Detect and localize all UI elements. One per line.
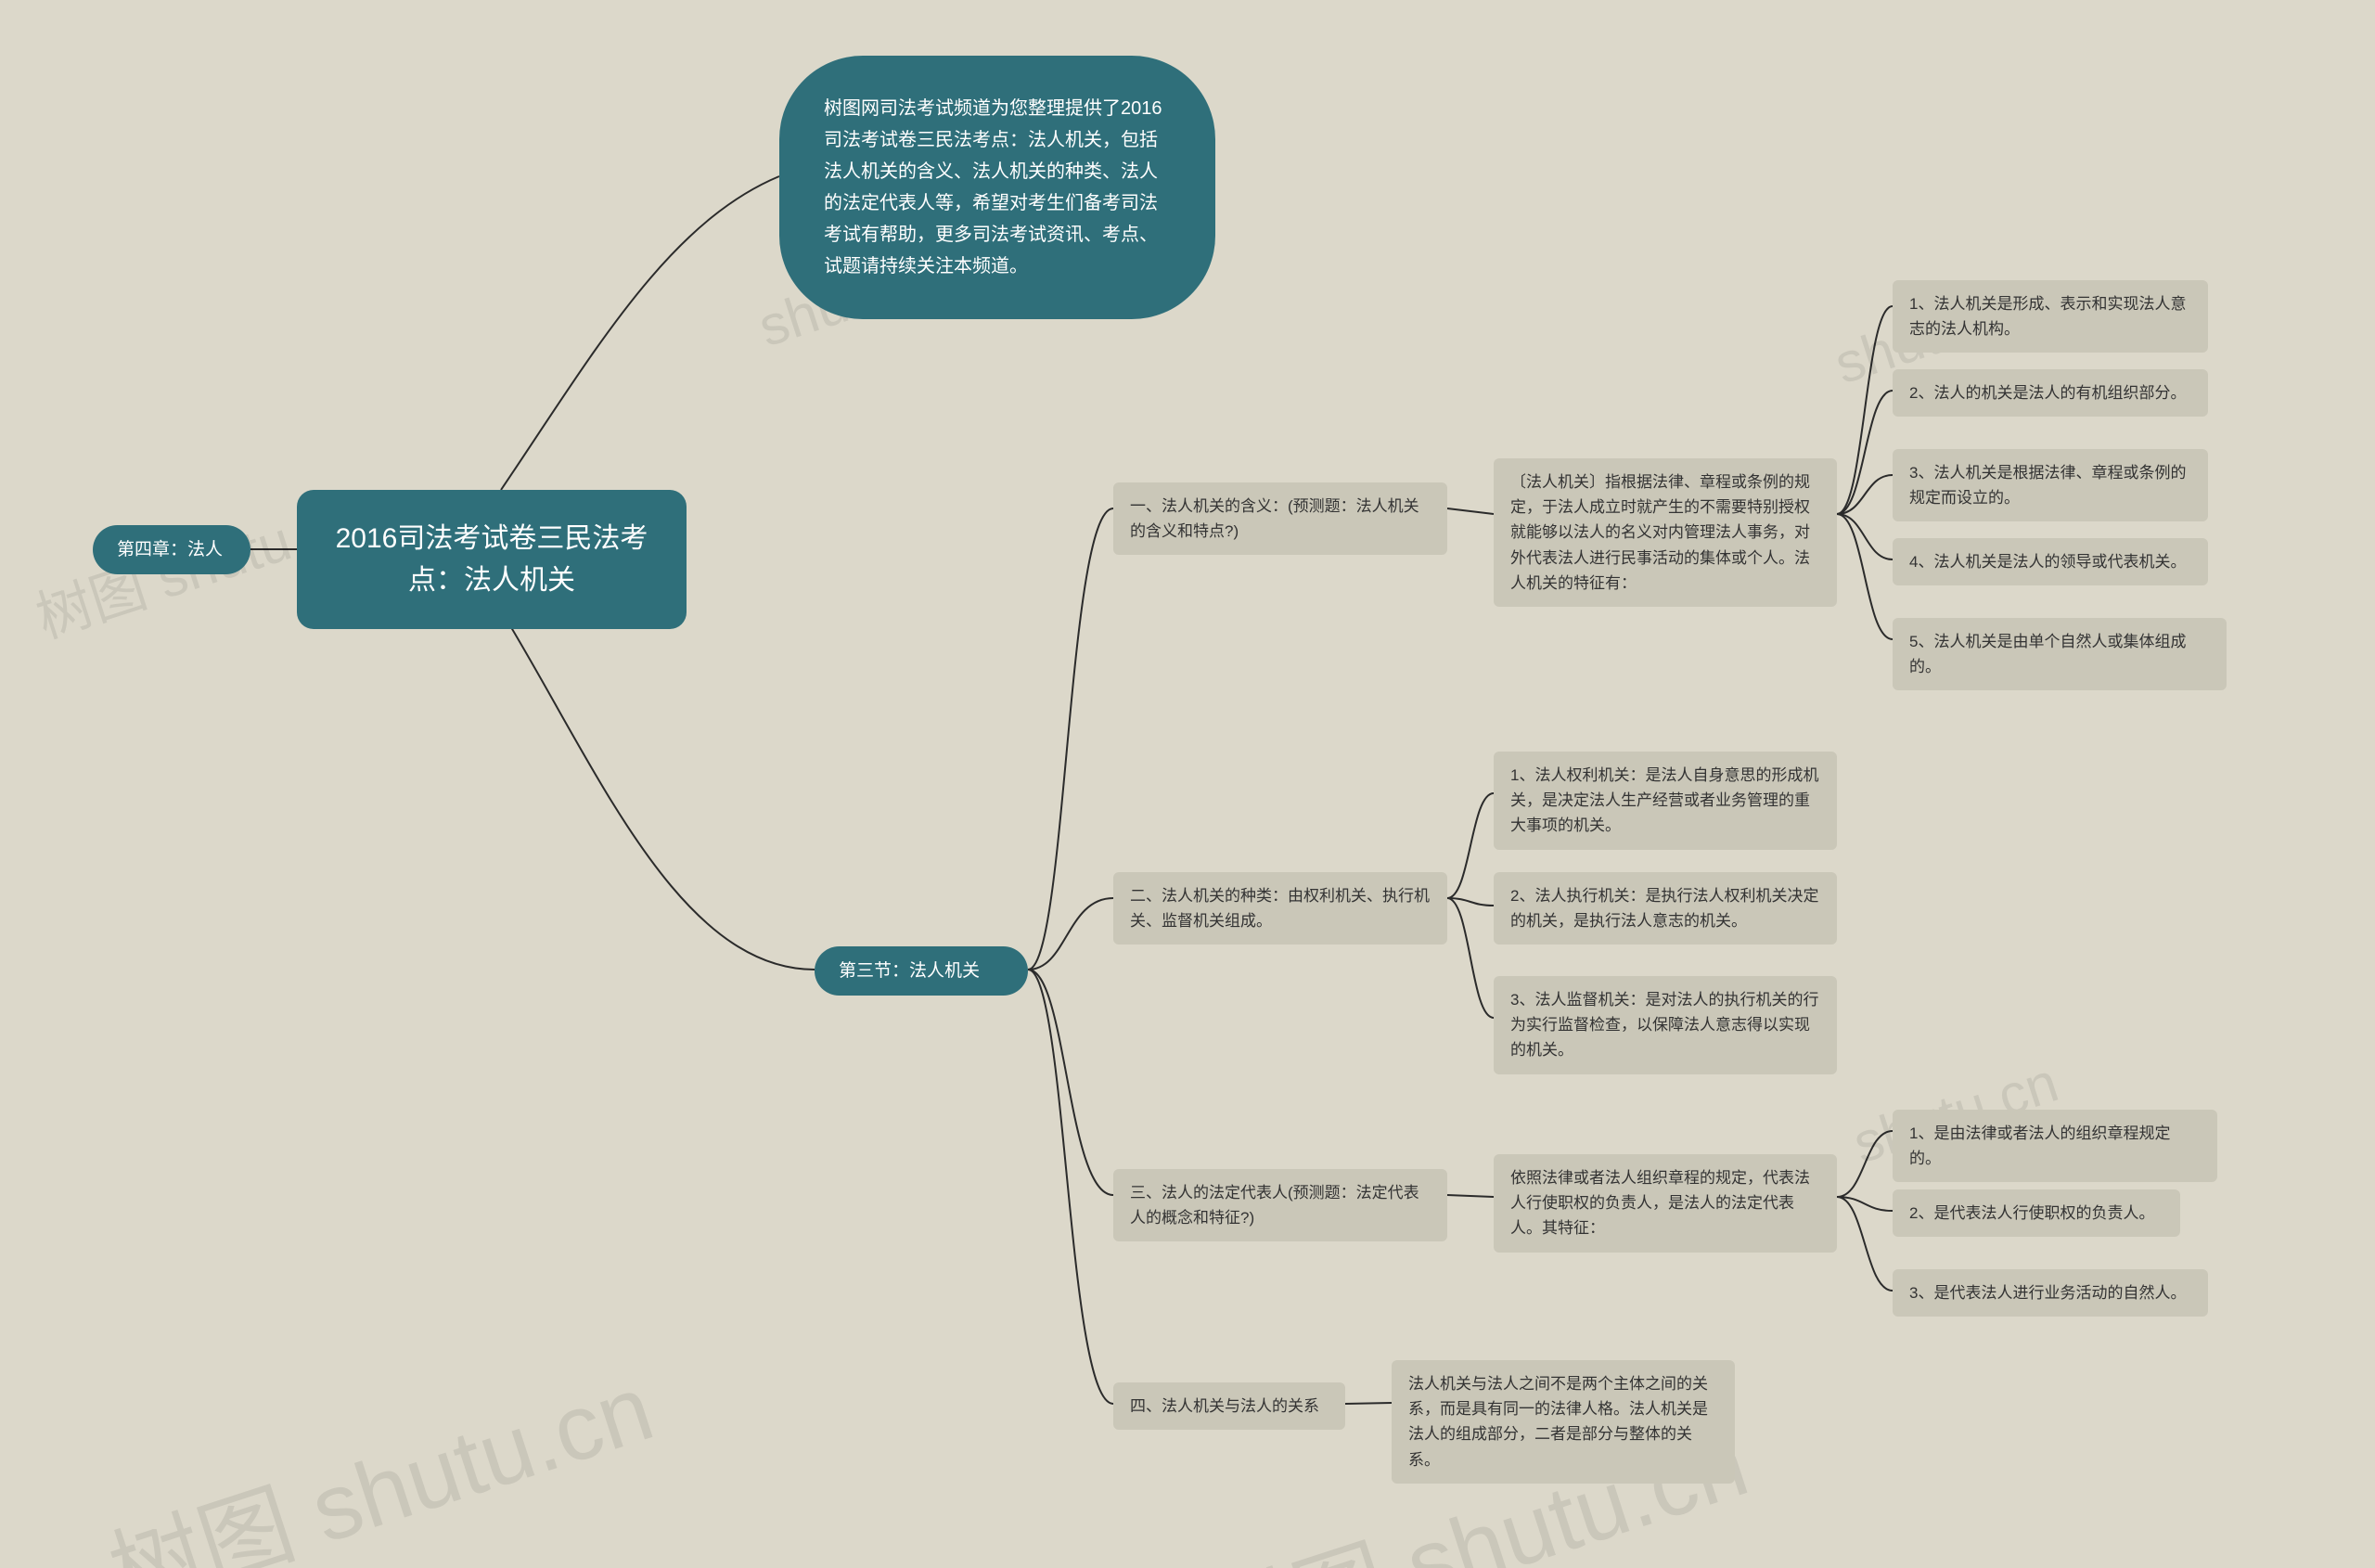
node-b3-label: 三、法人的法定代表人(预测题：法定代表人的概念和特征?) — [1113, 1169, 1447, 1241]
mindmap-canvas: shutu.cn 树图 shutu.cn shutu.cn shutu.cn 树… — [0, 0, 2375, 1568]
node-b4-label: 四、法人机关与法人的关系 — [1113, 1382, 1345, 1430]
node-section-3: 第三节：法人机关 — [815, 946, 1028, 996]
node-b1-label: 一、法人机关的含义：(预测题：法人机关的含义和特点?) — [1113, 482, 1447, 555]
node-b3-leaf-3: 3、是代表法人进行业务活动的自然人。 — [1893, 1269, 2208, 1317]
node-b2-leaf-2: 2、法人执行机关：是执行法人权利机关决定的机关，是执行法人意志的机关。 — [1494, 872, 1837, 945]
node-b3-detail: 依照法律或者法人组织章程的规定，代表法人行使职权的负责人，是法人的法定代表人。其… — [1494, 1154, 1837, 1253]
node-b1-leaf-5: 5、法人机关是由单个自然人或集体组成的。 — [1893, 618, 2227, 690]
node-b2-label: 二、法人机关的种类：由权利机关、执行机关、监督机关组成。 — [1113, 872, 1447, 945]
node-intro: 树图网司法考试频道为您整理提供了2016司法考试卷三民法考点：法人机关，包括法人… — [779, 56, 1215, 319]
node-b1-leaf-3: 3、法人机关是根据法律、章程或条例的规定而设立的。 — [1893, 449, 2208, 521]
node-b1-leaf-2: 2、法人的机关是法人的有机组织部分。 — [1893, 369, 2208, 417]
node-b3-leaf-1: 1、是由法律或者法人的组织章程规定的。 — [1893, 1110, 2217, 1182]
node-root: 2016司法考试卷三民法考点：法人机关 — [297, 490, 687, 629]
node-b2-leaf-1: 1、法人权利机关：是法人自身意思的形成机关，是决定法人生产经营或者业务管理的重大… — [1494, 752, 1837, 850]
node-b1-leaf-1: 1、法人机关是形成、表示和实现法人意志的法人机构。 — [1893, 280, 2208, 353]
node-b1-leaf-4: 4、法人机关是法人的领导或代表机关。 — [1893, 538, 2208, 585]
watermark: 树图 shutu.cn — [91, 1332, 667, 1568]
node-b2-leaf-3: 3、法人监督机关：是对法人的执行机关的行为实行监督检查，以保障法人意志得以实现的… — [1494, 976, 1837, 1074]
node-b1-detail: 〔法人机关〕指根据法律、章程或条例的规定，于法人成立时就产生的不需要特别授权就能… — [1494, 458, 1837, 607]
node-b4-detail: 法人机关与法人之间不是两个主体之间的关系，而是具有同一的法律人格。法人机关是法人… — [1392, 1360, 1735, 1484]
node-chapter-4: 第四章：法人 — [93, 525, 250, 574]
node-b3-leaf-2: 2、是代表法人行使职权的负责人。 — [1893, 1189, 2180, 1237]
